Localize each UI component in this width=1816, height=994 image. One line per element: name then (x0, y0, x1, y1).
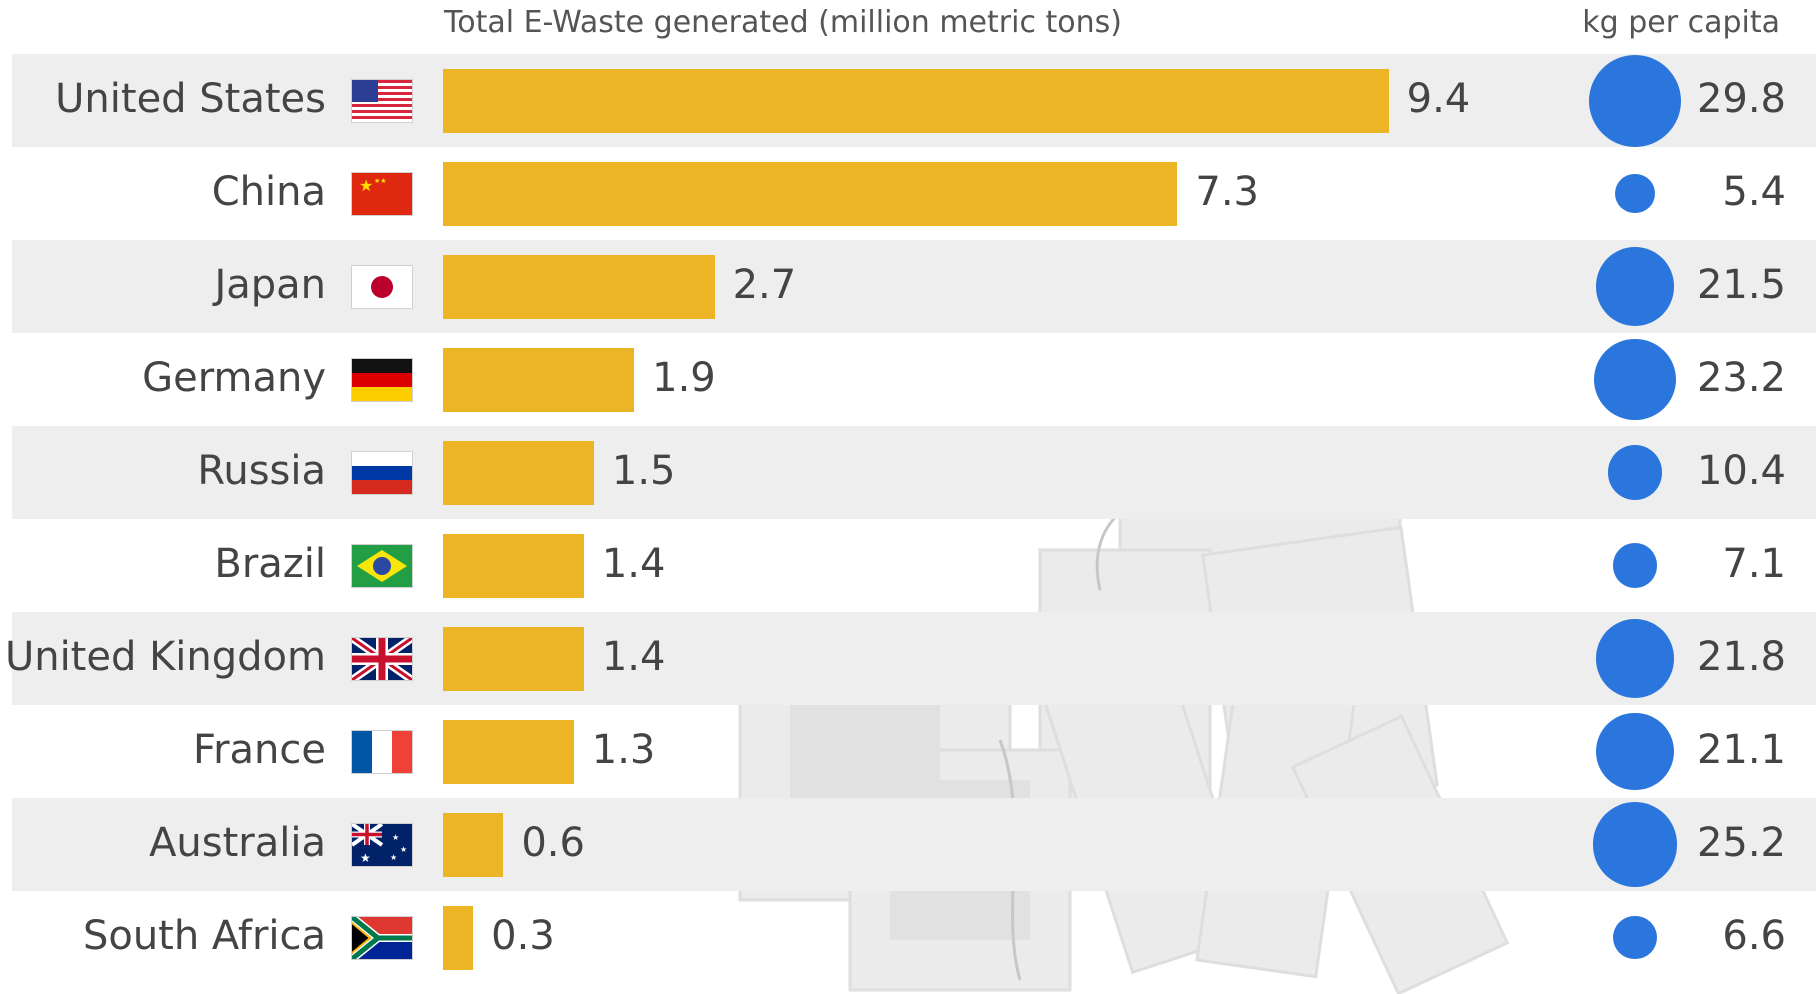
bar (443, 161, 1178, 226)
bar (443, 719, 574, 784)
jp-flag-icon (352, 265, 412, 308)
ewaste-background-image (738, 488, 1510, 994)
bar-value-label: 7.3 (1195, 168, 1259, 215)
bar (443, 68, 1389, 133)
br-flag-icon (352, 544, 412, 587)
bar-value-label: 1.9 (652, 354, 716, 401)
svg-text:★: ★ (360, 851, 371, 865)
country-label: Germany (142, 354, 326, 401)
per-capita-circle (1607, 445, 1663, 500)
per-capita-circle (1589, 54, 1681, 147)
chart-title: Total E-Waste generated (million metric … (444, 5, 1122, 40)
per-capita-circle (1596, 712, 1674, 791)
bar-value-label: 1.5 (611, 447, 676, 494)
de-flag-icon (352, 358, 412, 401)
bar-value-label: 1.4 (601, 540, 666, 587)
bar (443, 812, 504, 877)
per-capita-value-label: 21.8 (1696, 633, 1786, 680)
country-label: South Africa (82, 912, 326, 959)
per-capita-circle (1592, 802, 1678, 887)
per-capita-circle (1595, 247, 1675, 326)
au-flag-icon: ★ ★ ★ ★ (350, 821, 412, 866)
gb-flag-icon (349, 634, 415, 683)
per-capita-circle (1613, 915, 1657, 960)
bar-value-label: 1.4 (601, 633, 666, 680)
ru-flag-icon (352, 451, 412, 494)
row-stripe (12, 798, 1816, 891)
per-capita-value-label: 5.4 (1722, 168, 1786, 215)
bar (443, 626, 584, 691)
country-label: France (192, 726, 326, 773)
per-capita-value-label: 10.4 (1696, 447, 1786, 494)
per-capita-header: kg per capita (1582, 5, 1780, 40)
bar-value-label: 2.7 (732, 261, 797, 308)
bar (443, 905, 474, 970)
country-label: Japan (214, 261, 326, 308)
us-flag-icon (352, 79, 412, 122)
bar (443, 533, 584, 598)
per-capita-circle (1594, 338, 1676, 421)
row-stripe (12, 240, 1816, 333)
bar-value-label: 0.3 (491, 912, 555, 959)
svg-text:★: ★ (400, 845, 407, 854)
cn-flag-icon: ★ ★★ (352, 172, 412, 215)
svg-text:★★: ★★ (374, 177, 387, 185)
per-capita-value-label: 29.8 (1696, 75, 1786, 122)
per-capita-circle (1615, 173, 1655, 214)
row-stripe (12, 426, 1816, 519)
row-stripe (12, 612, 1816, 705)
per-capita-value-label: 25.2 (1696, 819, 1786, 866)
bar-value-label: 0.6 (521, 819, 585, 866)
country-label: Russia (197, 447, 326, 494)
per-capita-value-label: 21.5 (1696, 261, 1786, 308)
svg-text:★: ★ (359, 176, 373, 195)
country-label: China (211, 168, 326, 215)
bar-value-label: 9.4 (1406, 75, 1471, 122)
per-capita-circle (1595, 619, 1675, 698)
per-capita-value-label: 21.1 (1696, 726, 1786, 773)
per-capita-circle (1612, 543, 1658, 588)
per-capita-value-label: 6.6 (1722, 912, 1786, 959)
bar (443, 347, 635, 412)
country-label: Brazil (214, 540, 326, 587)
country-label: United States (55, 75, 326, 122)
svg-text:★: ★ (390, 853, 397, 862)
per-capita-value-label: 7.1 (1722, 540, 1786, 587)
bar-value-label: 1.3 (591, 726, 656, 773)
svg-text:★: ★ (392, 833, 399, 842)
country-label: United Kingdom (4, 633, 326, 680)
country-label: Australia (149, 819, 326, 866)
per-capita-value-label: 23.2 (1696, 354, 1786, 401)
bar (443, 254, 715, 319)
fr-flag-icon (352, 730, 412, 773)
bar (443, 440, 594, 505)
za-flag-icon (349, 913, 412, 962)
